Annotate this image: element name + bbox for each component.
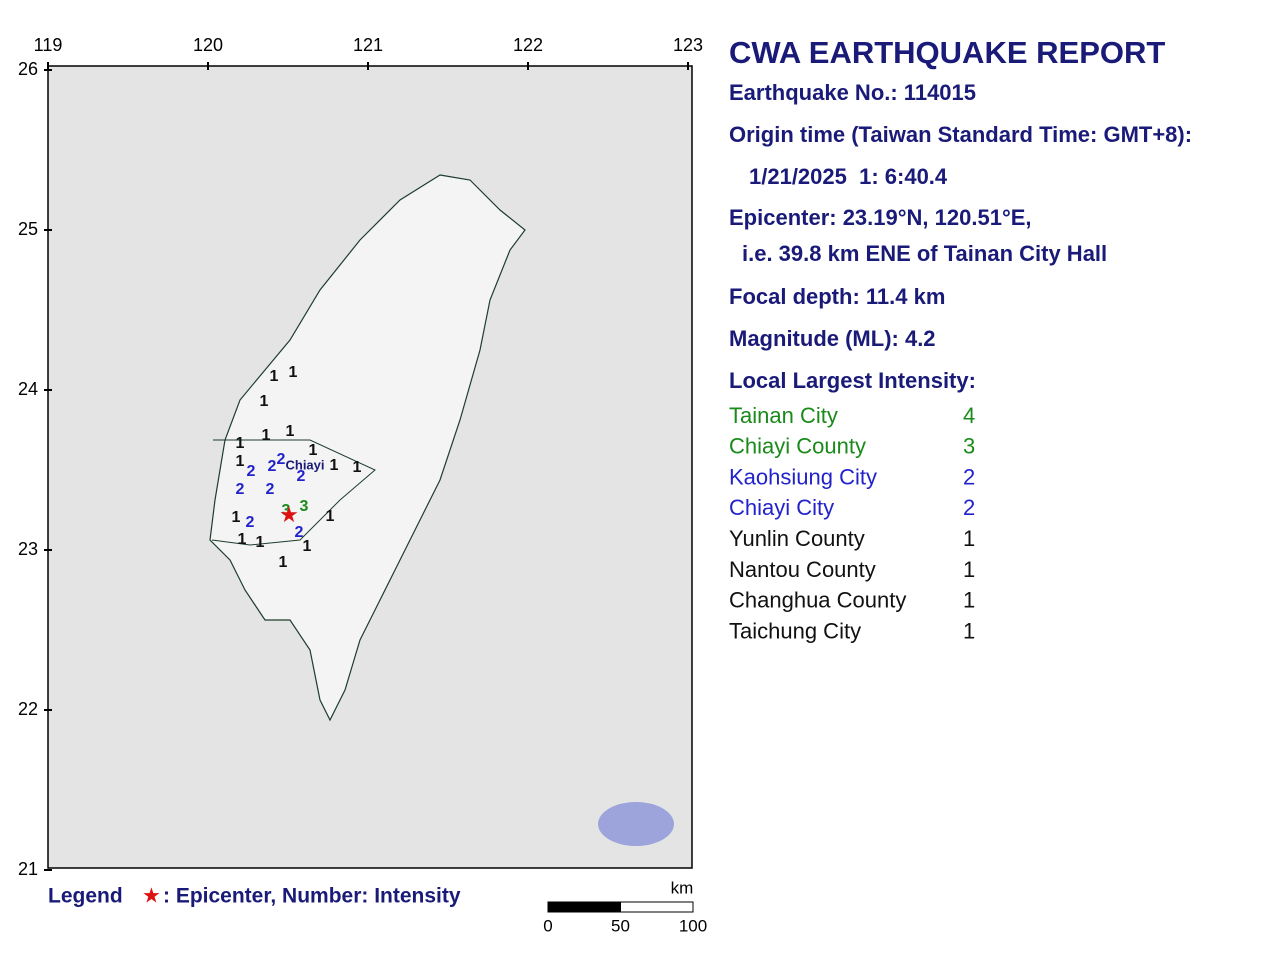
lon-tick-label: 119 bbox=[34, 35, 63, 55]
intensity-value: 4 bbox=[963, 403, 975, 428]
station-intensity: 2 bbox=[268, 458, 277, 475]
intensity-value: 1 bbox=[963, 588, 975, 613]
report-line: Origin time (Taiwan Standard Time: GMT+8… bbox=[729, 122, 1192, 147]
legend-text: : Epicenter, Number: Intensity bbox=[163, 885, 461, 908]
epicenter-star: ★ bbox=[279, 502, 299, 527]
scale-segment bbox=[547, 901, 621, 913]
lon-tick-label: 120 bbox=[193, 35, 223, 55]
station-intensity: 2 bbox=[247, 463, 256, 480]
station-intensity: 1 bbox=[330, 457, 339, 474]
lat-tick-label: 24 bbox=[18, 379, 38, 399]
station-intensity: 2 bbox=[236, 481, 245, 498]
lon-tick-label: 121 bbox=[353, 35, 383, 55]
report-line: Magnitude (ML): 4.2 bbox=[729, 326, 936, 351]
intensity-area: Changhua County bbox=[729, 588, 906, 613]
lon-tick-label: 122 bbox=[513, 35, 543, 55]
report-line: Focal depth: 11.4 km bbox=[729, 284, 945, 309]
station-intensity: 2 bbox=[246, 514, 255, 531]
county-border bbox=[211, 439, 376, 546]
report-line: Earthquake No.: 114015 bbox=[729, 80, 976, 105]
scale-segment bbox=[620, 901, 694, 913]
station-intensity: 2 bbox=[277, 451, 286, 468]
city-label: Chiayi bbox=[285, 457, 324, 472]
report-title: CWA EARTHQUAKE REPORT bbox=[729, 35, 1165, 70]
station-intensity: 1 bbox=[238, 531, 247, 548]
station-intensity: 3 bbox=[300, 498, 309, 515]
intensity-value: 1 bbox=[963, 526, 975, 551]
lat-tick-label: 25 bbox=[18, 219, 38, 239]
station-intensity: 2 bbox=[266, 481, 275, 498]
intensity-area: Chiayi County bbox=[729, 434, 866, 459]
station-intensity: 1 bbox=[303, 538, 312, 555]
lat-tick-label: 23 bbox=[18, 539, 38, 559]
station-intensity: 1 bbox=[262, 427, 271, 444]
station-intensity: 1 bbox=[270, 368, 279, 385]
report-line: 1/21/2025 1: 6:40.4 bbox=[749, 164, 948, 189]
station-intensity: 1 bbox=[326, 508, 335, 525]
station-intensity: 1 bbox=[256, 534, 265, 551]
report-line: Local Largest Intensity: bbox=[729, 368, 976, 393]
intensity-value: 3 bbox=[963, 434, 975, 459]
intensity-area: Kaohsiung City bbox=[729, 464, 877, 489]
intensity-area: Nantou County bbox=[729, 557, 876, 582]
lat-tick-label: 22 bbox=[18, 699, 38, 719]
intensity-area: Yunlin County bbox=[729, 526, 865, 551]
intensity-area: Taichung City bbox=[729, 618, 861, 643]
station-intensity: 2 bbox=[297, 468, 306, 485]
station-intensity: 1 bbox=[236, 435, 245, 452]
legend-title: Legend bbox=[48, 885, 123, 908]
cwa-logo bbox=[598, 802, 674, 846]
station-intensity: 1 bbox=[232, 509, 241, 526]
lon-tick-label: 123 bbox=[673, 35, 703, 55]
report-line: Epicenter: 23.19°N, 120.51°E, bbox=[729, 205, 1032, 230]
report-line: i.e. 39.8 km ENE of Tainan City Hall bbox=[742, 241, 1107, 266]
intensity-value: 2 bbox=[963, 495, 975, 520]
intensity-area: Chiayi City bbox=[729, 495, 834, 520]
scale-label: 50 bbox=[611, 916, 630, 935]
station-intensity: 1 bbox=[289, 364, 298, 381]
legend-symbol: ★ bbox=[142, 885, 161, 908]
station-intensity: 3 bbox=[282, 502, 291, 519]
station-intensity: 1 bbox=[260, 393, 269, 410]
station-intensity: 1 bbox=[286, 423, 295, 440]
station-intensity: 1 bbox=[353, 459, 362, 476]
intensity-value: 2 bbox=[963, 464, 975, 489]
scale-label: 0 bbox=[543, 916, 552, 935]
station-intensity: 1 bbox=[236, 453, 245, 470]
scale-label: 100 bbox=[679, 916, 707, 935]
intensity-area: Tainan City bbox=[729, 403, 838, 428]
intensity-value: 1 bbox=[963, 618, 975, 643]
station-intensity: 1 bbox=[309, 442, 318, 459]
lat-tick-label: 21 bbox=[18, 859, 38, 879]
intensity-value: 1 bbox=[963, 557, 975, 582]
station-intensity: 1 bbox=[279, 554, 288, 571]
scale-unit: km bbox=[671, 878, 694, 897]
taiwan-outline bbox=[209, 174, 526, 722]
station-intensity: 2 bbox=[295, 524, 304, 541]
report-lines: Earthquake No.: 114015 Origin time (Taiwa… bbox=[729, 80, 1192, 644]
lat-tick-label: 26 bbox=[18, 59, 38, 79]
